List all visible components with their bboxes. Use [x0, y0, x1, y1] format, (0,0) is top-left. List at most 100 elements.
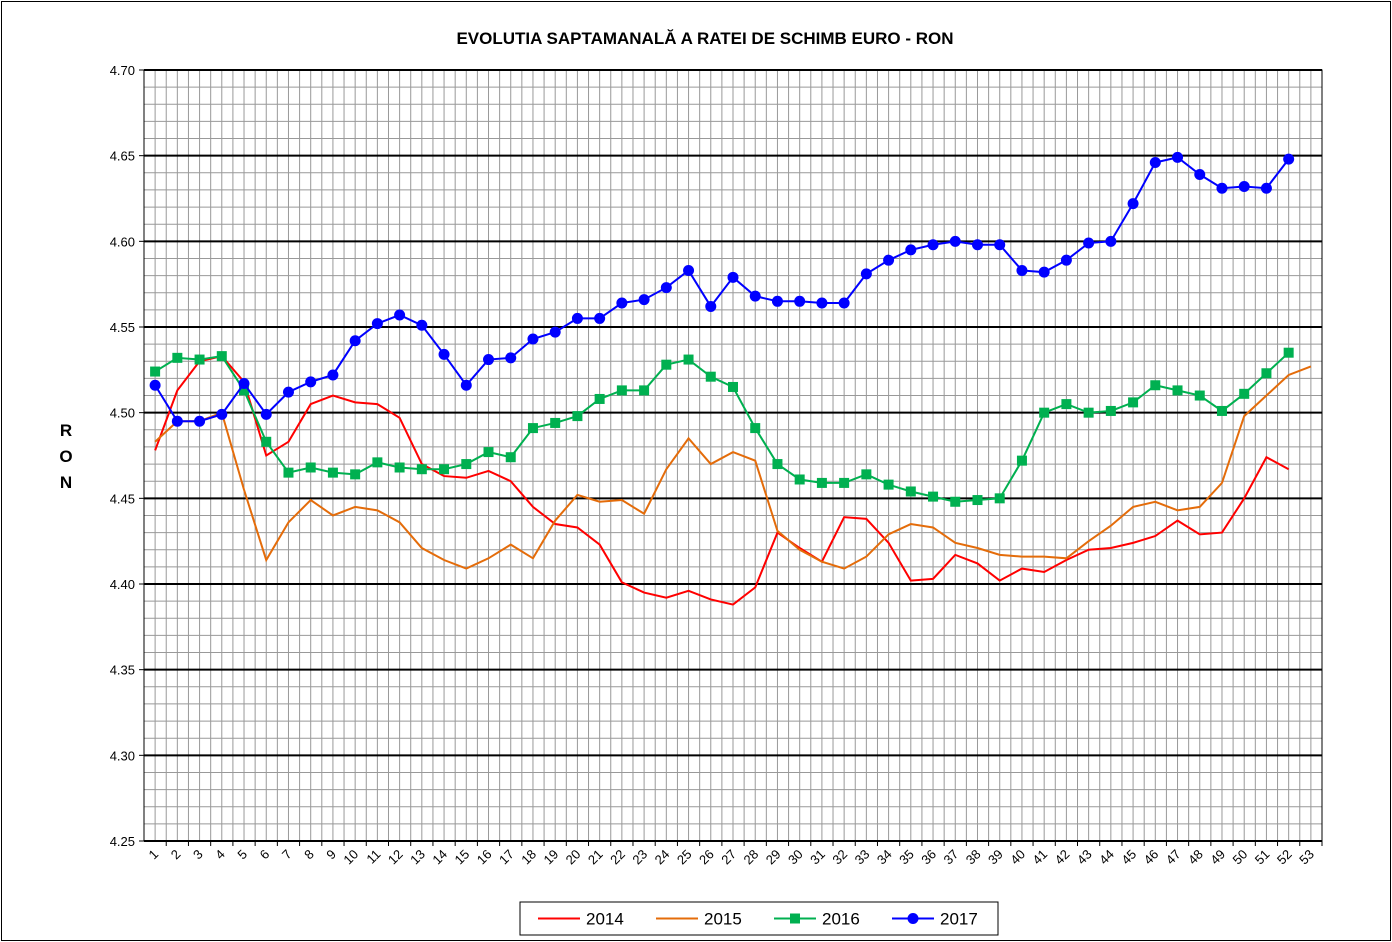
data-point — [1216, 405, 1227, 416]
y-tick-label: 4.40 — [110, 577, 135, 592]
data-point — [194, 415, 206, 427]
data-point — [750, 423, 761, 434]
data-point — [1261, 368, 1272, 379]
data-point — [971, 239, 983, 251]
data-point — [172, 352, 183, 363]
data-point — [816, 297, 828, 309]
data-point — [461, 459, 472, 470]
data-point — [327, 369, 339, 381]
data-point — [239, 385, 250, 396]
data-point — [728, 381, 738, 392]
data-point — [1127, 198, 1139, 210]
legend-marker — [907, 913, 919, 924]
data-point — [572, 411, 583, 422]
data-point — [505, 452, 516, 463]
data-point — [149, 379, 161, 391]
data-point — [705, 300, 717, 312]
data-point — [683, 264, 695, 276]
data-point — [1150, 380, 1161, 391]
data-point — [372, 457, 383, 468]
data-point — [260, 408, 272, 420]
data-point — [238, 378, 250, 390]
data-point — [1260, 182, 1272, 194]
y-tick-label: 4.60 — [110, 234, 135, 249]
data-point — [794, 295, 806, 307]
series-line — [154, 156, 1290, 423]
legend-label: 2016 — [822, 910, 860, 929]
data-point — [883, 254, 895, 266]
data-point — [994, 493, 1005, 504]
data-point — [261, 436, 272, 447]
data-point — [861, 469, 872, 480]
data-point — [460, 379, 472, 391]
data-point — [839, 477, 850, 488]
data-point — [416, 464, 427, 475]
data-point — [594, 312, 606, 324]
data-point — [683, 354, 694, 365]
chart-title: EVOLUTIA SAPTAMANALĂ A RATEI DE SCHIMB E… — [456, 29, 953, 48]
data-point — [638, 294, 650, 306]
data-point — [860, 268, 872, 280]
series-line — [154, 351, 1290, 503]
data-point — [283, 467, 294, 478]
y-tick-label: 4.35 — [110, 663, 135, 678]
data-point — [549, 326, 561, 338]
plot-border — [143, 69, 1323, 842]
y-tick-label: 4.65 — [110, 149, 135, 164]
data-point — [1105, 235, 1117, 247]
data-point — [305, 462, 316, 473]
legend-marker — [790, 913, 800, 924]
data-point — [439, 464, 450, 475]
data-point — [394, 309, 406, 321]
data-point — [594, 393, 605, 404]
data-point — [1060, 254, 1072, 266]
data-point — [216, 408, 228, 420]
data-point — [1105, 405, 1116, 416]
data-point — [1128, 397, 1139, 408]
data-point — [1283, 153, 1295, 165]
legend-label: 2014 — [586, 910, 624, 929]
data-point — [1149, 157, 1161, 169]
data-point — [1083, 237, 1095, 249]
data-point — [527, 423, 538, 434]
y-axis-label: RON — [59, 421, 73, 492]
data-point — [394, 462, 405, 473]
series-line — [154, 365, 1312, 570]
y-tick-label: 4.55 — [110, 320, 135, 335]
data-point — [838, 297, 850, 309]
data-point — [1238, 181, 1250, 193]
data-point — [883, 479, 894, 490]
data-point — [1216, 182, 1228, 194]
data-point — [616, 385, 627, 396]
data-point — [371, 318, 383, 330]
data-point — [1283, 347, 1294, 358]
data-point — [816, 477, 827, 488]
data-point — [349, 335, 361, 347]
data-point — [972, 495, 983, 506]
data-point — [771, 295, 783, 307]
data-point — [1083, 407, 1094, 418]
legend-label: 2017 — [940, 910, 978, 929]
data-point — [994, 239, 1006, 251]
data-point — [1038, 266, 1050, 278]
data-point — [1239, 388, 1250, 399]
data-point — [950, 496, 961, 507]
data-point — [949, 235, 961, 247]
data-point — [661, 359, 672, 370]
data-point — [216, 351, 227, 362]
data-point — [505, 352, 517, 364]
data-point — [350, 469, 361, 480]
data-point — [171, 415, 183, 427]
data-point — [150, 366, 161, 377]
data-point — [550, 417, 561, 428]
data-point — [1016, 455, 1027, 466]
data-point — [438, 348, 450, 360]
y-tick-label: 4.30 — [110, 748, 135, 763]
data-point — [727, 271, 739, 283]
data-point — [483, 354, 495, 366]
data-point — [483, 447, 494, 458]
data-point — [1172, 385, 1183, 396]
data-point — [1194, 390, 1205, 401]
data-point — [305, 376, 317, 388]
